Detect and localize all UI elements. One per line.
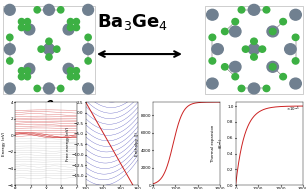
Circle shape [242,46,249,52]
Circle shape [63,63,74,74]
Circle shape [43,44,54,55]
Text: $\times 10^{-5}$: $\times 10^{-5}$ [286,105,300,114]
Circle shape [58,7,64,13]
Circle shape [4,4,15,15]
Circle shape [18,24,25,31]
Circle shape [280,19,286,25]
Circle shape [67,24,74,31]
Circle shape [24,68,31,74]
Circle shape [18,68,25,74]
Circle shape [267,26,278,37]
Circle shape [263,7,270,13]
Circle shape [290,9,301,20]
Circle shape [212,44,223,55]
Circle shape [248,44,260,55]
Circle shape [83,4,94,15]
Circle shape [24,63,35,74]
Circle shape [24,24,35,35]
Circle shape [83,83,94,94]
Y-axis label: Free energy (eV): Free energy (eV) [66,126,70,161]
Circle shape [43,4,54,15]
Circle shape [263,85,270,92]
Circle shape [67,74,74,80]
Circle shape [251,38,257,44]
Text: α: α [250,100,258,113]
Circle shape [259,46,266,52]
Circle shape [7,58,13,64]
Circle shape [248,4,260,15]
Circle shape [207,9,218,20]
Y-axis label: Energy (eV): Energy (eV) [2,132,6,156]
Circle shape [18,19,25,25]
Circle shape [85,34,91,40]
Circle shape [38,46,44,52]
Circle shape [85,58,91,64]
Circle shape [4,83,15,94]
Circle shape [209,34,216,40]
Circle shape [248,83,260,94]
Circle shape [290,78,301,89]
Circle shape [232,74,239,80]
Circle shape [269,28,276,35]
Circle shape [46,54,52,60]
Text: β: β [44,100,54,113]
Text: Ba$_3$Ge$_4$: Ba$_3$Ge$_4$ [97,12,168,32]
Circle shape [280,74,286,80]
Circle shape [230,61,241,72]
Circle shape [24,74,31,80]
Circle shape [7,34,13,40]
Circle shape [238,7,245,13]
Circle shape [251,54,257,60]
Circle shape [46,38,52,44]
Circle shape [83,44,94,55]
Circle shape [18,74,25,80]
Circle shape [43,83,54,94]
Circle shape [73,68,80,74]
Y-axis label: Thermal expansion
(K$^{-1}$): Thermal expansion (K$^{-1}$) [211,125,226,162]
Circle shape [67,68,74,74]
Circle shape [24,24,31,31]
Circle shape [4,44,15,55]
Y-axis label: Enthalpy (J): Enthalpy (J) [135,132,139,156]
Circle shape [292,58,299,64]
Circle shape [73,19,80,25]
Circle shape [207,78,218,89]
Circle shape [222,28,228,35]
Circle shape [232,19,239,25]
Circle shape [285,44,296,55]
Circle shape [209,58,216,64]
Circle shape [73,24,80,31]
Circle shape [222,64,228,70]
Circle shape [54,46,60,52]
Circle shape [58,85,64,92]
Circle shape [34,7,40,13]
Circle shape [238,85,245,92]
Circle shape [269,64,276,70]
Circle shape [24,19,31,25]
Circle shape [67,19,74,25]
Circle shape [34,85,40,92]
Circle shape [73,74,80,80]
Circle shape [292,34,299,40]
Circle shape [230,26,241,37]
Circle shape [63,24,74,35]
Circle shape [267,61,278,72]
